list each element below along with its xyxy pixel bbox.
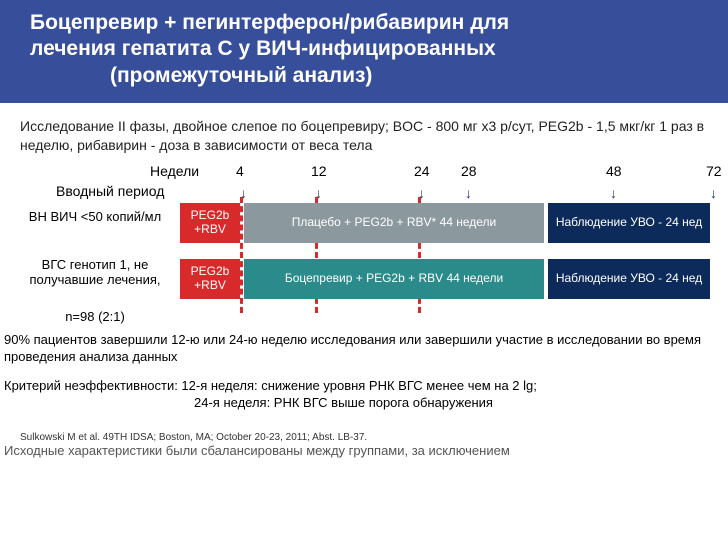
seg-placebo: Плацебо + PEG2b + RBV* 44 недели [244,203,544,243]
seg-boc: Боцепревир + PEG2b + RBV 44 недели [244,259,544,299]
title-line-3: (промежуточный анализ) [30,63,698,89]
seg-observe-1: Наблюдение УВО - 24 нед [548,203,710,243]
title: Боцепревир + пегинтерферон/рибавирин для… [30,10,698,89]
criteria-line-2: 24-я неделя: РНК ВГС выше порога обнаруж… [4,395,724,412]
arrow-28: ↓ [465,185,472,201]
week-12: 12 [311,163,327,179]
criteria-line-1: Критерий неэффективности: 12-я неделя: с… [4,378,724,395]
seg-peg-1: PEG2b +RBV [180,203,240,243]
arm-placebo-row: ВН ВИЧ <50 копий/мл PEG2b +RBV Плацебо +… [20,203,708,247]
cutoff-text: Исходные характеристики были сбалансиров… [0,443,728,458]
footer: 90% пациентов завершили 12-ю или 24-ю не… [0,324,728,412]
bar-track-1: PEG2b +RBV Плацебо + PEG2b + RBV* 44 нед… [180,203,720,243]
arm-boc-row: ВГС генотип 1, не получавшие лечения, PE… [20,259,708,303]
week-72: 72 [706,163,722,179]
arrows: ↓ ↓ ↓ ↓ ↓ ↓ [200,185,720,201]
title-line-2: лечения гепатита С у ВИЧ-инфицированных [30,36,698,62]
week-24: 24 [414,163,430,179]
week-48: 48 [606,163,622,179]
arrow-72: ↓ [710,185,717,201]
timeline: Недели 4 12 24 28 48 72 Вводный период ↓… [0,163,728,325]
arrow-48: ↓ [610,185,617,201]
weeks-label: Недели [150,163,199,179]
title-line-1: Боцепревир + пегинтерферон/рибавирин для [30,10,698,36]
side-row-2: ВГС генотип 1, не получавшие лечения, [20,257,170,288]
study-description: Исследование II фазы, двойное слепое по … [0,103,728,163]
week-numbers: 4 12 24 28 48 72 [200,163,720,185]
bar-track-2: PEG2b +RBV Боцепревир + PEG2b + RBV 44 н… [180,259,720,299]
completion-note: 90% пациентов завершили 12-ю или 24-ю не… [4,332,724,366]
criteria: Критерий неэффективности: 12-я неделя: с… [4,378,724,412]
side-row-1: ВН ВИЧ <50 копий/мл [20,209,170,225]
seg-peg-2: PEG2b +RBV [180,259,240,299]
side-row-3: n=98 (2:1) [20,309,170,325]
seg-observe-2: Наблюдение УВО - 24 нед [548,259,710,299]
week-28: 28 [461,163,477,179]
slide-header: Боцепревир + пегинтерферон/рибавирин для… [0,0,728,103]
treatment-bars: ВН ВИЧ <50 копий/мл PEG2b +RBV Плацебо +… [20,203,708,325]
week-4: 4 [236,163,244,179]
citation: Sulkowski M et al. 49TH IDSA; Boston, MA… [0,424,728,443]
intro-period-label: Вводный период [56,183,164,199]
